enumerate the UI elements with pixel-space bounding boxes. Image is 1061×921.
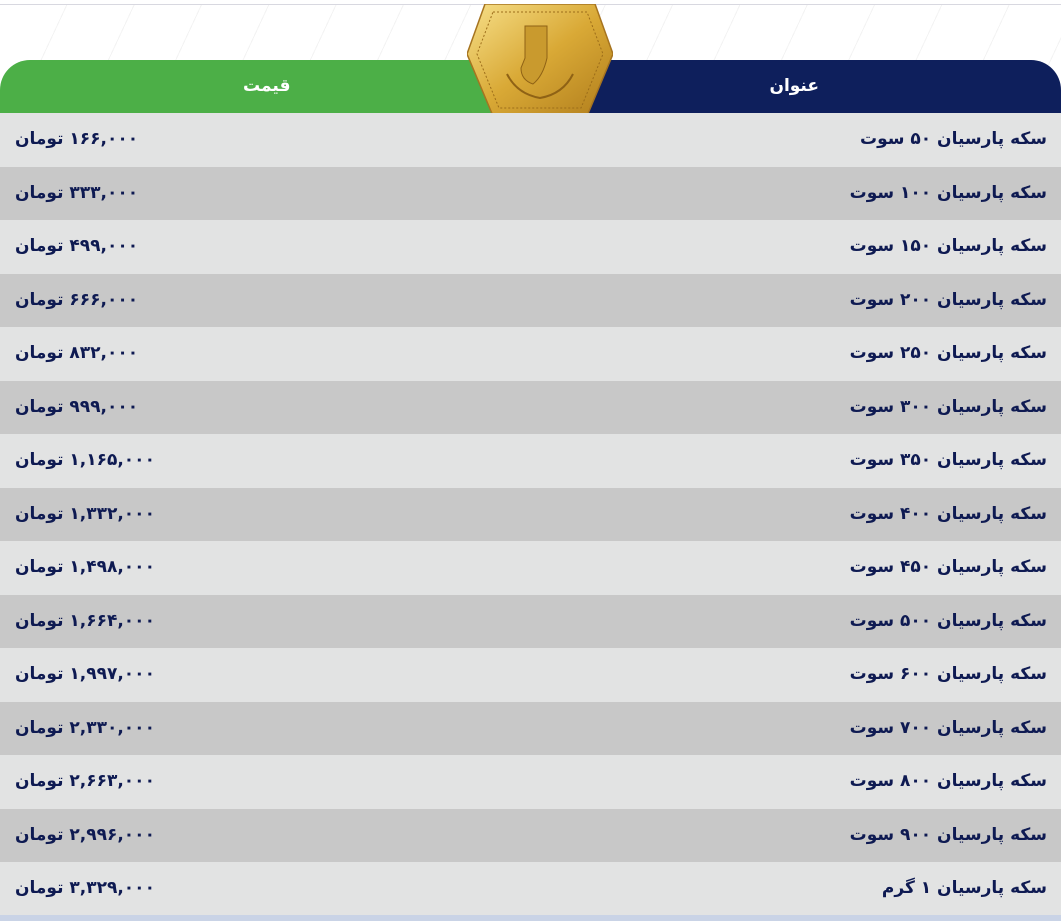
- table-row: سکه پارسیان ۳۰۰ سوت ۹۹۹,۰۰۰ تومان: [0, 380, 1061, 434]
- coin-name: سکه پارسیان ۵۰ سوت: [859, 129, 1047, 149]
- coin-price: ۶۶۶,۰۰۰ تومان: [15, 289, 139, 310]
- coin-price: ۱,۶۶۴,۰۰۰ تومان: [15, 610, 155, 631]
- table-row: سکه پارسیان ۶۰۰ سوت ۱,۹۹۷,۰۰۰ تومان: [0, 648, 1061, 702]
- coin-price: ۱۶۶,۰۰۰ تومان: [15, 129, 139, 149]
- title-header-label: عنوان: [769, 76, 819, 96]
- table-row: سکه پارسیان ۹۰۰ سوت ۲,۹۹۶,۰۰۰ تومان: [0, 808, 1061, 862]
- coin-name: سکه پارسیان ۴۰۰ سوت: [849, 503, 1047, 524]
- coin-price: ۳۳۳,۰۰۰ تومان: [15, 182, 139, 203]
- table-row: سکه پارسیان ۱۵۰ سوت ۴۹۹,۰۰۰ تومان: [0, 220, 1061, 274]
- coin-name: سکه پارسیان ۴۵۰ سوت: [849, 557, 1047, 577]
- coin-price: ۲,۹۹۶,۰۰۰ تومان: [15, 824, 155, 845]
- table-row: سکه پارسیان ۵۰۰ سوت ۱,۶۶۴,۰۰۰ تومان: [0, 594, 1061, 648]
- table-row: سکه پارسیان ۸۰۰ سوت ۲,۶۶۳,۰۰۰ تومان: [0, 755, 1061, 809]
- table-row: سکه پارسیان ۴۰۰ سوت ۱,۳۳۲,۰۰۰ تومان: [0, 487, 1061, 541]
- table-row: سکه پارسیان ۱ گرم ۳,۳۲۹,۰۰۰ تومان: [0, 862, 1061, 916]
- coin-name: سکه پارسیان ۱۰۰ سوت: [849, 182, 1047, 203]
- coin-name: سکه پارسیان ۱ گرم: [881, 878, 1047, 898]
- coin-price: ۳,۳۲۹,۰۰۰ تومان: [15, 878, 155, 898]
- coin-name: سکه پارسیان ۱۵۰ سوت: [849, 236, 1047, 256]
- coin-price: ۹۹۹,۰۰۰ تومان: [15, 396, 139, 417]
- coin-price: ۸۳۲,۰۰۰ تومان: [15, 343, 139, 363]
- table-row: سکه پارسیان ۲۰۰ سوت ۶۶۶,۰۰۰ تومان: [0, 273, 1061, 327]
- table-header: قیمت عنوان: [0, 60, 1061, 113]
- coin-price: ۱,۴۹۸,۰۰۰ تومان: [15, 557, 155, 577]
- bottom-divider: [0, 915, 1061, 921]
- table-row: سکه پارسیان ۴۵۰ سوت ۱,۴۹۸,۰۰۰ تومان: [0, 541, 1061, 595]
- table-row: سکه پارسیان ۵۰ سوت ۱۶۶,۰۰۰ تومان: [0, 113, 1061, 167]
- price-column-header: قیمت: [0, 60, 540, 113]
- coin-name: سکه پارسیان ۲۵۰ سوت: [849, 343, 1047, 363]
- coin-name: سکه پارسیان ۶۰۰ سوت: [849, 664, 1047, 684]
- coin-name: سکه پارسیان ۹۰۰ سوت: [849, 824, 1047, 845]
- price-header-label: قیمت: [243, 76, 291, 96]
- coin-name: سکه پارسیان ۳۰۰ سوت: [849, 396, 1047, 417]
- coin-name: سکه پارسیان ۵۰۰ سوت: [849, 610, 1047, 631]
- coin-price: ۱,۳۳۲,۰۰۰ تومان: [15, 503, 155, 524]
- coin-name: سکه پارسیان ۳۵۰ سوت: [849, 450, 1047, 470]
- coin-name: سکه پارسیان ۸۰۰ سوت: [849, 771, 1047, 791]
- coin-price: ۲,۳۳۰,۰۰۰ تومان: [15, 717, 155, 738]
- table-row: سکه پارسیان ۳۵۰ سوت ۱,۱۶۵,۰۰۰ تومان: [0, 434, 1061, 488]
- title-column-header: عنوان: [540, 60, 1061, 113]
- gold-coin-icon: [467, 4, 613, 116]
- table-row: سکه پارسیان ۱۰۰ سوت ۳۳۳,۰۰۰ تومان: [0, 166, 1061, 220]
- coin-price: ۱,۹۹۷,۰۰۰ تومان: [15, 664, 155, 684]
- table-row: سکه پارسیان ۲۵۰ سوت ۸۳۲,۰۰۰ تومان: [0, 327, 1061, 381]
- coin-price: ۴۹۹,۰۰۰ تومان: [15, 236, 139, 256]
- price-table: سکه پارسیان ۵۰ سوت ۱۶۶,۰۰۰ تومان سکه پارسی…: [0, 113, 1061, 916]
- table-row: سکه پارسیان ۷۰۰ سوت ۲,۳۳۰,۰۰۰ تومان: [0, 701, 1061, 755]
- coin-price: ۱,۱۶۵,۰۰۰ تومان: [15, 450, 155, 470]
- coin-price: ۲,۶۶۳,۰۰۰ تومان: [15, 771, 155, 791]
- coin-name: سکه پارسیان ۲۰۰ سوت: [849, 289, 1047, 310]
- coin-name: سکه پارسیان ۷۰۰ سوت: [849, 717, 1047, 738]
